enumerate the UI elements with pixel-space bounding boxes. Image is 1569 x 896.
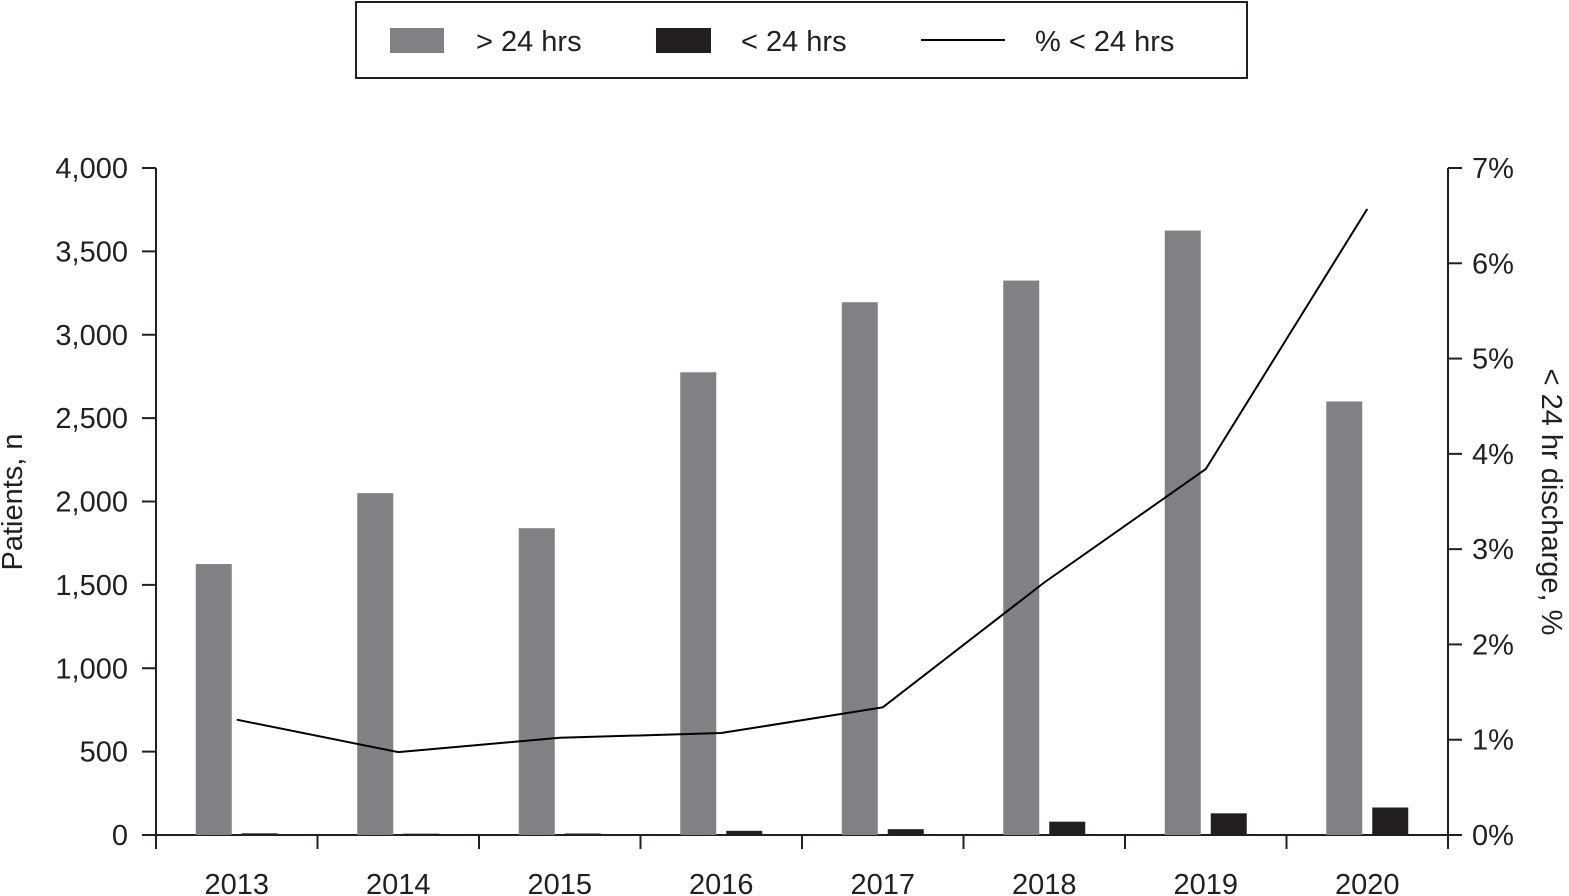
- legend-box: [355, 1, 1248, 79]
- legend: > 24 hrs < 24 hrs % < 24 hrs: [355, 1, 1248, 79]
- left-tick-label: 500: [80, 737, 128, 769]
- bar-under-24hrs: [1049, 821, 1086, 835]
- left-tick-label: 1,500: [55, 570, 128, 602]
- bar-over-24hrs: [1164, 230, 1201, 835]
- x-tick-label: 2014: [366, 869, 431, 896]
- right-tick-label: 1%: [1472, 725, 1514, 757]
- bar-over-24hrs: [518, 528, 555, 835]
- right-tick-label: 4%: [1472, 439, 1514, 471]
- bar-under-24hrs: [403, 833, 440, 835]
- bar-under-24hrs: [564, 833, 601, 835]
- right-axis-title: < 24 hr discharge, %: [1535, 369, 1567, 636]
- right-tick-label: 7%: [1472, 153, 1514, 185]
- left-axis-title: Patients, n: [0, 433, 29, 570]
- legend-label-pct: % < 24 hrs: [1035, 26, 1174, 58]
- percent-under-24hrs-line: [236, 208, 1369, 754]
- bar-over-24hrs: [1326, 401, 1363, 835]
- bar-under-24hrs: [1372, 807, 1409, 835]
- right-tick-label: 3%: [1472, 534, 1514, 566]
- left-tick-label: 3,000: [55, 320, 128, 352]
- legend-label-gt24: > 24 hrs: [476, 26, 582, 58]
- left-tick-label: 2,000: [55, 487, 128, 519]
- legend-label-lt24: < 24 hrs: [741, 26, 847, 58]
- right-tick-label: 2%: [1472, 629, 1514, 661]
- x-tick-label: 2018: [1012, 869, 1077, 896]
- bar-under-24hrs: [1210, 813, 1247, 835]
- right-tick-label: 6%: [1472, 248, 1514, 280]
- bar-over-24hrs: [1003, 280, 1040, 835]
- x-tick-label: 2013: [204, 869, 269, 896]
- legend-swatch-lt24: [656, 28, 711, 53]
- legend-swatch-gt24: [390, 28, 444, 53]
- percent-line: [236, 208, 1369, 754]
- x-tick-label: 2017: [850, 869, 915, 896]
- bar-over-24hrs: [680, 372, 717, 835]
- bar-under-24hrs: [241, 833, 278, 835]
- bar-under-24hrs: [887, 829, 924, 835]
- axes: 0 500 1,000 1,500 2,000 2,500 3,000 3,500 4,000 0…: [55, 153, 1514, 896]
- x-tick-label: 2019: [1173, 869, 1238, 896]
- left-tick-label: 1,000: [55, 653, 128, 685]
- left-tick-label: 2,500: [55, 403, 128, 435]
- bar-under-24hrs: [726, 830, 763, 835]
- bar-over-24hrs: [195, 564, 232, 835]
- left-tick-label: 3,500: [55, 236, 128, 268]
- right-tick-label: 5%: [1472, 344, 1514, 376]
- left-tick-label: 4,000: [55, 153, 128, 185]
- x-tick-label: 2016: [689, 869, 754, 896]
- right-tick-label: 0%: [1472, 820, 1514, 852]
- x-tick-label: 2020: [1335, 869, 1400, 896]
- bars: [195, 230, 1409, 835]
- x-tick-label: 2015: [527, 869, 592, 896]
- left-tick-label: 0: [112, 820, 128, 852]
- bar-over-24hrs: [841, 302, 878, 835]
- bar-over-24hrs: [357, 493, 394, 835]
